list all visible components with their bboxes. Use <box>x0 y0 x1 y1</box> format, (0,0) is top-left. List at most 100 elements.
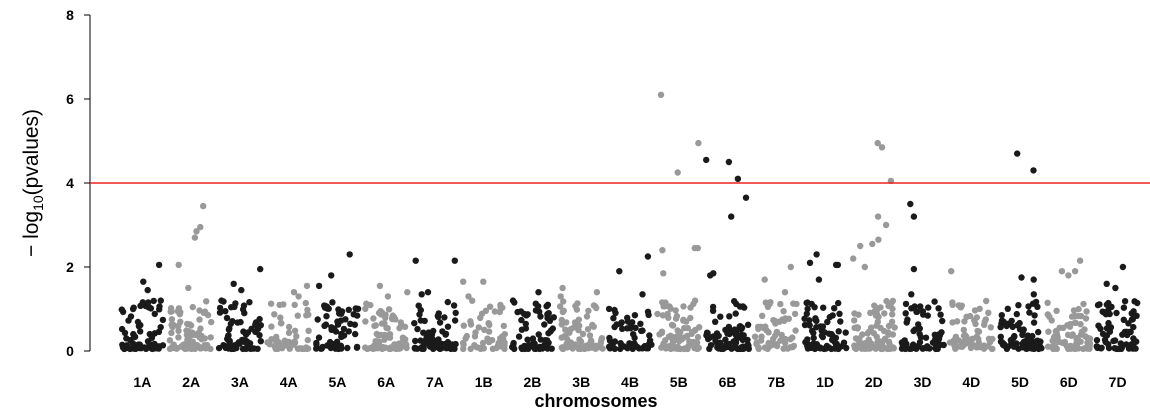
snp-point <box>772 320 779 327</box>
snp-point <box>1132 345 1139 352</box>
snp-point <box>364 345 371 353</box>
snp-point <box>902 300 910 308</box>
snp-point <box>382 314 389 321</box>
snp-point <box>908 345 915 352</box>
snp-point <box>815 344 822 351</box>
snp-point <box>985 309 992 316</box>
snp-point <box>885 338 893 345</box>
snp-point <box>584 326 592 333</box>
snp-point <box>563 340 570 347</box>
snp-point <box>518 345 526 353</box>
snp-point <box>627 325 634 332</box>
snp-point <box>824 318 831 326</box>
snp-point <box>631 312 639 319</box>
snp-point <box>530 339 537 346</box>
snp-point <box>728 213 735 220</box>
snp-point <box>168 316 176 323</box>
snp-point <box>889 331 897 338</box>
snp-point <box>1082 333 1089 340</box>
snp-point <box>710 333 717 340</box>
snp-point <box>168 329 175 337</box>
snp-point <box>486 303 494 310</box>
snp-point <box>1029 332 1036 340</box>
snp-point <box>268 323 275 330</box>
snp-point <box>1071 319 1079 326</box>
snp-point <box>558 321 565 328</box>
snp-point <box>537 336 544 343</box>
snp-point <box>155 261 163 269</box>
snp-point <box>277 314 284 321</box>
snp-point <box>202 344 210 351</box>
snp-point <box>541 342 548 349</box>
snp-point <box>426 336 433 344</box>
snp-point <box>873 333 880 340</box>
snp-point <box>644 308 652 315</box>
snp-point <box>372 338 379 345</box>
snp-point <box>659 247 666 254</box>
snp-point <box>256 332 263 339</box>
snp-point <box>331 325 338 332</box>
snp-point <box>913 345 920 352</box>
snp-point <box>725 158 733 166</box>
snp-point <box>1123 341 1130 348</box>
snp-point <box>304 336 311 344</box>
snp-point <box>140 278 147 285</box>
snp-point <box>1069 331 1076 338</box>
snp-point <box>829 312 836 319</box>
snp-point <box>632 324 639 332</box>
snp-point <box>377 308 384 315</box>
snp-point <box>835 328 842 335</box>
snp-point <box>1113 345 1120 353</box>
snp-point <box>352 330 359 338</box>
snp-point <box>1086 340 1094 347</box>
snp-point <box>518 316 525 324</box>
snp-point <box>273 337 281 344</box>
y-axis: 0 2 4 6 8 <box>66 7 91 359</box>
snp-point <box>291 327 299 334</box>
snp-point <box>638 327 645 335</box>
snp-point <box>509 297 517 304</box>
snp-point <box>375 344 382 351</box>
snp-point <box>1134 299 1141 307</box>
snp-point <box>745 342 752 349</box>
snp-point <box>669 322 677 329</box>
snp-point <box>761 276 768 283</box>
snp-point <box>166 337 174 344</box>
snp-point <box>593 342 601 350</box>
snp-point <box>935 305 942 312</box>
snp-point <box>1082 344 1090 352</box>
snp-point <box>716 339 724 346</box>
snp-point <box>764 303 772 310</box>
snp-point <box>362 305 369 312</box>
snp-point <box>175 261 182 269</box>
snp-point <box>257 338 264 345</box>
snp-point <box>294 312 301 319</box>
snp-point <box>411 345 419 352</box>
snp-point <box>362 318 369 325</box>
x-tick-label: 2A <box>182 374 200 390</box>
snp-point <box>254 345 261 352</box>
snp-point <box>664 310 671 318</box>
snp-point <box>1120 316 1128 323</box>
snp-point <box>948 268 955 275</box>
snp-point <box>524 336 531 343</box>
data-points <box>118 91 1141 353</box>
x-tick-label: 7A <box>426 374 444 390</box>
snp-point <box>350 311 357 318</box>
snp-point <box>1078 312 1085 320</box>
snp-point <box>556 303 564 310</box>
snp-point <box>889 311 896 318</box>
snp-point <box>1120 304 1128 311</box>
snp-point <box>1093 337 1101 344</box>
snp-point <box>599 345 606 352</box>
snp-point <box>499 340 506 347</box>
snp-point <box>806 322 813 329</box>
snp-point <box>436 319 444 326</box>
snp-point <box>789 334 796 341</box>
snp-point <box>439 328 446 335</box>
snp-point <box>1106 310 1113 318</box>
snp-point <box>949 301 956 308</box>
snp-point <box>831 305 838 312</box>
snp-point <box>598 337 605 344</box>
snp-point <box>178 343 185 350</box>
